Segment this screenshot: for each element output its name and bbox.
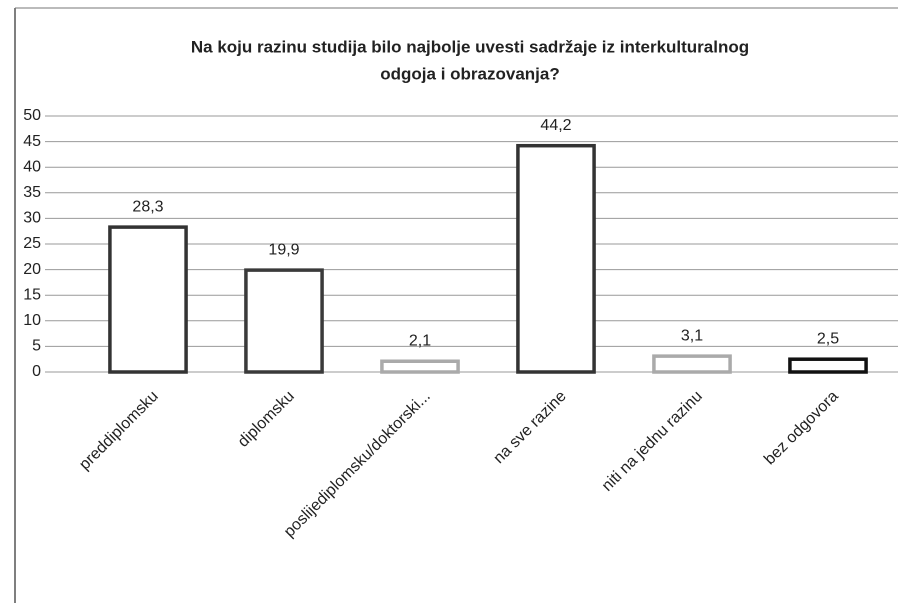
x-tick-label: poslijediplomsku/doktorski... — [281, 388, 434, 541]
value-label: 2,5 — [817, 330, 839, 347]
bar — [652, 354, 732, 374]
value-label: 2,1 — [409, 332, 431, 349]
y-tick-label: 20 — [23, 261, 41, 278]
x-tick-label: diplomsku — [235, 388, 298, 451]
value-label: 28,3 — [132, 198, 163, 215]
y-tick-label: 25 — [23, 235, 41, 252]
value-label: 44,2 — [540, 117, 571, 134]
y-tick-label: 40 — [23, 158, 41, 175]
value-label: 3,1 — [681, 327, 703, 344]
y-tick-label: 10 — [23, 312, 41, 329]
bar — [788, 357, 868, 374]
bar — [108, 225, 188, 374]
y-tick-label: 0 — [32, 363, 41, 380]
chart-title: odgoja i obrazovanja? — [380, 64, 559, 83]
bar — [244, 268, 324, 374]
y-tick-label: 35 — [23, 184, 41, 201]
y-tick-label: 45 — [23, 133, 41, 150]
bar — [516, 143, 596, 374]
x-tick-label: na sve razine — [490, 388, 569, 467]
chart-title: Na koju razinu studija bilo najbolje uve… — [191, 37, 749, 56]
y-tick-label: 5 — [32, 338, 41, 355]
x-tick-label: preddiplomsku — [76, 388, 162, 474]
y-tick-label: 50 — [23, 107, 41, 124]
y-tick-label: 30 — [23, 210, 41, 227]
x-tick-label: bez odgovora — [761, 388, 842, 469]
bar — [380, 359, 460, 374]
value-label: 19,9 — [268, 241, 299, 258]
y-tick-label: 15 — [23, 286, 41, 303]
x-tick-label: niti na jednu razinu — [599, 388, 706, 495]
